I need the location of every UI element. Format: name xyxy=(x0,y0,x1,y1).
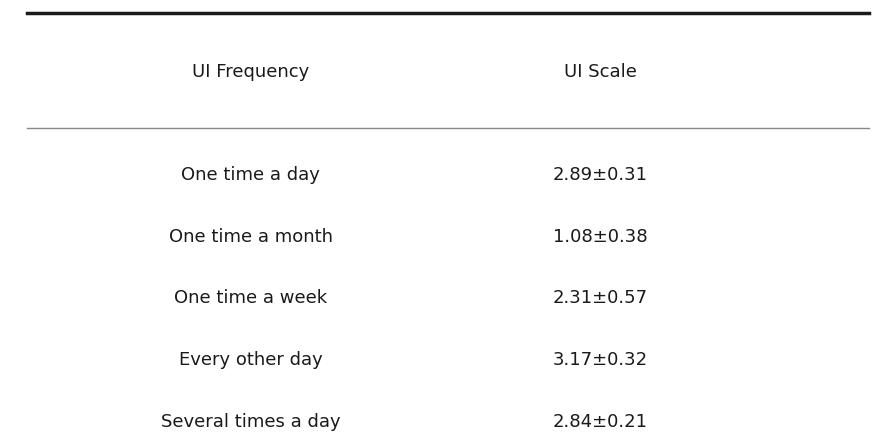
Text: UI Frequency: UI Frequency xyxy=(193,64,309,82)
Text: Every other day: Every other day xyxy=(179,351,323,369)
Text: 2.89±0.31: 2.89±0.31 xyxy=(553,166,648,184)
Text: One time a week: One time a week xyxy=(175,289,327,308)
Text: One time a month: One time a month xyxy=(168,228,333,246)
Text: 3.17±0.32: 3.17±0.32 xyxy=(553,351,648,369)
Text: 2.31±0.57: 2.31±0.57 xyxy=(553,289,648,308)
Text: UI Scale: UI Scale xyxy=(564,64,637,82)
Text: 2.84±0.21: 2.84±0.21 xyxy=(553,413,648,431)
Text: One time a day: One time a day xyxy=(182,166,320,184)
Text: Several times a day: Several times a day xyxy=(161,413,340,431)
Text: 1.08±0.38: 1.08±0.38 xyxy=(553,228,648,246)
